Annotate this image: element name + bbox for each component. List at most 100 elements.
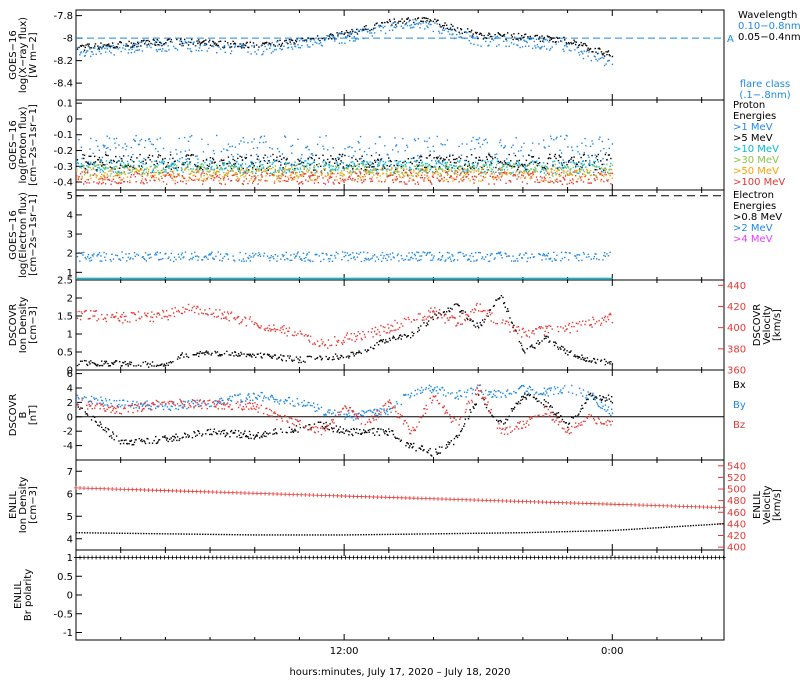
data-point [287,162,289,165]
data-point [571,173,573,176]
data-point [76,255,79,258]
data-point [594,47,596,50]
data-point [494,176,496,179]
data-point [302,171,304,174]
data-point [320,44,323,46]
data-point [341,42,343,44]
data-point [503,33,506,36]
data-point [230,170,232,172]
data-point [83,359,86,362]
data-point [327,35,329,37]
data-point [162,181,165,183]
data-point [383,165,385,168]
data-point [215,175,218,178]
data-point [499,168,502,170]
data-point [95,139,97,142]
data-point [384,145,386,147]
data-point [106,48,108,50]
data-point [538,181,541,184]
data-point [520,34,523,37]
data-point [101,277,104,280]
data-point [134,176,137,178]
data-point [294,167,296,170]
data-point [550,38,553,41]
data-point [266,167,269,170]
data-point [376,159,378,162]
data-point [151,143,153,145]
data-point [594,253,596,255]
data-point [397,171,399,173]
data-point [401,172,403,174]
data-point [86,277,88,280]
data-point [273,277,276,280]
data-point [549,277,552,280]
data-point [386,153,388,155]
data-point [582,43,585,45]
data-point [576,170,578,172]
data-point [87,163,90,165]
data-point [359,177,362,179]
data-point [128,363,130,365]
data-point [201,171,204,173]
data-point [531,156,533,158]
data-point [574,277,576,280]
data-point [463,175,465,177]
data-point [365,172,367,174]
data-point [365,169,367,171]
data-point [566,173,568,175]
data-point [548,36,550,38]
data-point [454,170,456,173]
data-point [465,176,467,178]
data-point [493,258,496,260]
data-point [611,63,614,66]
data-point [202,170,205,172]
data-point [565,277,567,280]
data-point [538,47,541,49]
data-point [102,45,104,48]
data-point [149,140,151,143]
data-point [315,37,317,39]
data-point [402,166,404,168]
data-point [545,277,547,280]
data-point [528,38,531,41]
data-point [167,166,169,169]
data-point [598,277,601,280]
data-point [563,170,565,172]
data-point [343,181,345,183]
data-point [154,44,156,46]
data-point [344,277,346,280]
data-point [503,171,505,174]
data-point [380,29,382,32]
data-point [449,310,451,313]
data-point [593,162,596,164]
data-point [443,29,445,32]
data-point [234,146,237,148]
data-point [83,171,86,173]
data-point [384,167,386,170]
data-point [124,143,126,145]
data-point [425,277,428,280]
data-point [577,178,579,180]
data-point [334,168,336,171]
data-point [518,277,520,280]
data-point [205,159,208,161]
data-point [480,32,482,35]
data-point [519,37,521,39]
data-point [386,259,388,262]
data-point [316,42,318,44]
data-point [427,23,430,25]
data-point [554,172,557,174]
data-point [400,164,402,166]
data-point [595,157,597,159]
data-point [418,22,420,24]
data-point [437,277,440,280]
data-point [596,165,598,167]
data-point [381,339,383,342]
data-point [480,171,482,173]
data-point [99,171,101,174]
data-point [338,277,340,280]
data-point [288,162,291,164]
data-point [180,40,183,43]
data-point [85,360,87,362]
data-point [178,277,181,280]
